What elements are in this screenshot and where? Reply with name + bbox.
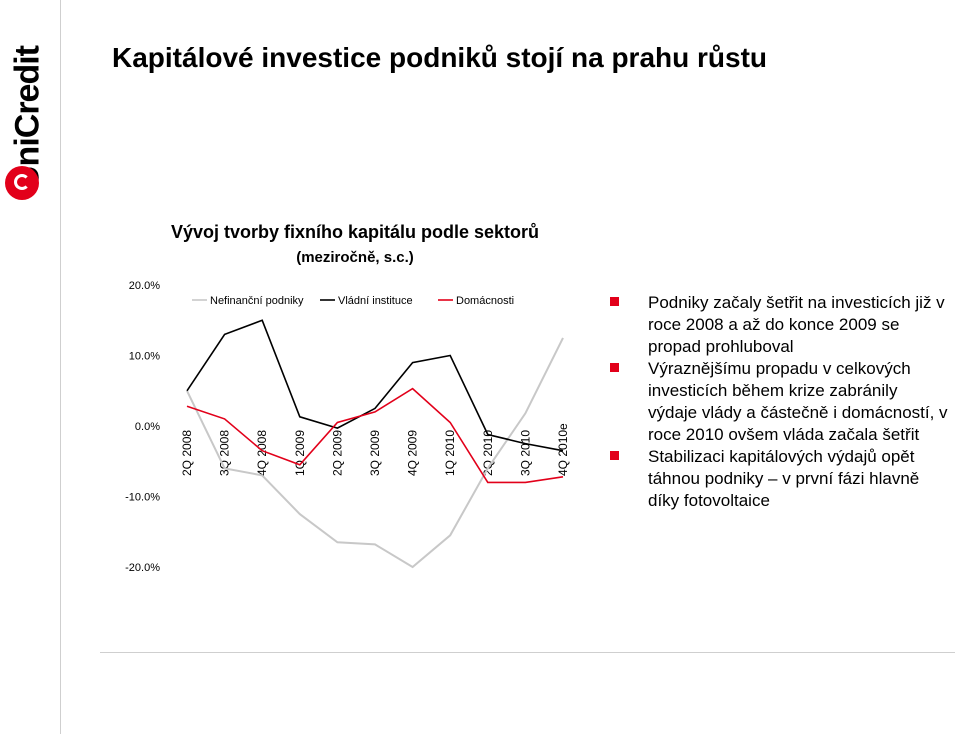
y-tick-label: 0.0% <box>135 421 160 433</box>
y-tick-label: -10.0% <box>125 492 160 504</box>
x-tick-label: 3Q 2008 <box>218 430 232 476</box>
bullet-square-icon <box>610 363 619 372</box>
x-tick-label: 1Q 2010 <box>443 430 457 476</box>
x-tick-label: 2Q 2009 <box>330 430 344 476</box>
chart-legend: Nefinanční podniky Vládní instituce Domácn… <box>192 295 514 307</box>
unicredit-logo: UniCredit <box>0 0 48 200</box>
chart-title: Vývoj tvorby fixního kapitálu podle sekt… <box>170 222 540 242</box>
x-tick-label: 4Q 2010e <box>556 423 570 476</box>
page-title: Kapitálové investice podniků stojí na pr… <box>112 42 768 73</box>
bullet-square-icon <box>610 297 619 306</box>
bullet-item: Podniky začaly šetřit na investicích již… <box>610 292 950 358</box>
bullet-item: Stabilizaci kapitálových výdajů opět táh… <box>610 446 950 512</box>
y-tick-label: 20.0% <box>129 280 160 292</box>
x-axis-labels: 2Q 2008 3Q 2008 4Q 2008 1Q 2009 2Q 2009 3Q 20… <box>180 423 570 476</box>
bullet-text: Výraznějšímu propadu v celkových investi… <box>648 359 948 444</box>
series-line <box>186 387 564 484</box>
bullet-text: Stabilizaci kapitálových výdajů opět táh… <box>648 447 920 510</box>
bullet-list: Podniky začaly šetřit na investicích již… <box>610 292 950 512</box>
chart-subtitle: (meziročně, s.c.) <box>296 249 414 266</box>
line-chart: 20.0% 10.0% 0.0% -10.0% -20.0% 2Q 2008 3Q 200… <box>125 280 570 574</box>
logo-mark-icon <box>5 166 39 200</box>
x-tick-label: 4Q 2008 <box>255 430 269 476</box>
y-tick-label: 10.0% <box>129 351 160 363</box>
legend-label: Vládní instituce <box>338 295 413 307</box>
x-tick-label: 1Q 2009 <box>293 430 307 476</box>
series-lines <box>186 319 564 569</box>
bullet-text: Podniky začaly šetřit na investicích již… <box>648 293 945 356</box>
bullet-square-icon <box>610 451 619 460</box>
vertical-divider <box>60 0 61 734</box>
series-line <box>186 337 564 569</box>
legend-label: Domácnosti <box>456 295 514 307</box>
x-tick-label: 3Q 2010 <box>518 430 532 476</box>
y-axis: 20.0% 10.0% 0.0% -10.0% -20.0% <box>125 280 160 574</box>
series-line <box>186 319 564 452</box>
footer-divider <box>100 652 955 653</box>
chart-title-block: Vývoj tvorby fixního kapitálu podle sekt… <box>120 220 590 270</box>
y-tick-label: -20.0% <box>125 562 160 574</box>
x-tick-label: 3Q 2009 <box>368 430 382 476</box>
legend-label: Nefinanční podniky <box>210 295 304 307</box>
bullet-item: Výraznějšímu propadu v celkových investi… <box>610 358 950 446</box>
x-tick-label: 4Q 2009 <box>406 430 420 476</box>
x-tick-label: 2Q 2008 <box>180 430 194 476</box>
